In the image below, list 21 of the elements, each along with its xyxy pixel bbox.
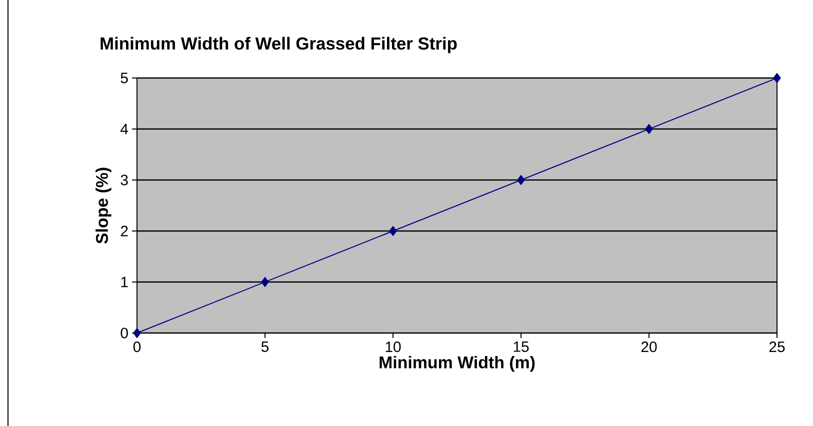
x-tick-label: 5 [261,342,269,352]
x-tick-label: 15 [514,342,529,352]
point [645,124,653,134]
y-tick-label: 3 [120,174,128,186]
y-tick-label: 4 [120,124,128,134]
y-axis-title: Slope (%) [96,168,112,244]
x-tick-label: 25 [769,342,785,352]
y-tick-label: 0 [120,328,128,338]
x-tick-label: 20 [641,342,657,352]
point [517,175,525,185]
x-tick-label: 0 [133,342,141,352]
x-tick-label: 10 [386,342,401,352]
y-tick-label: 1 [121,276,128,288]
chart-title: Minimum Width of Well Grassed Filter Strip [100,36,457,54]
point [389,226,397,236]
y-tick-label: 2 [120,226,128,236]
point [261,277,269,287]
point [773,73,781,83]
point [133,328,141,338]
x-axis-title: Minimum Width (m) [380,356,535,372]
y-tick-label: 5 [120,72,128,84]
